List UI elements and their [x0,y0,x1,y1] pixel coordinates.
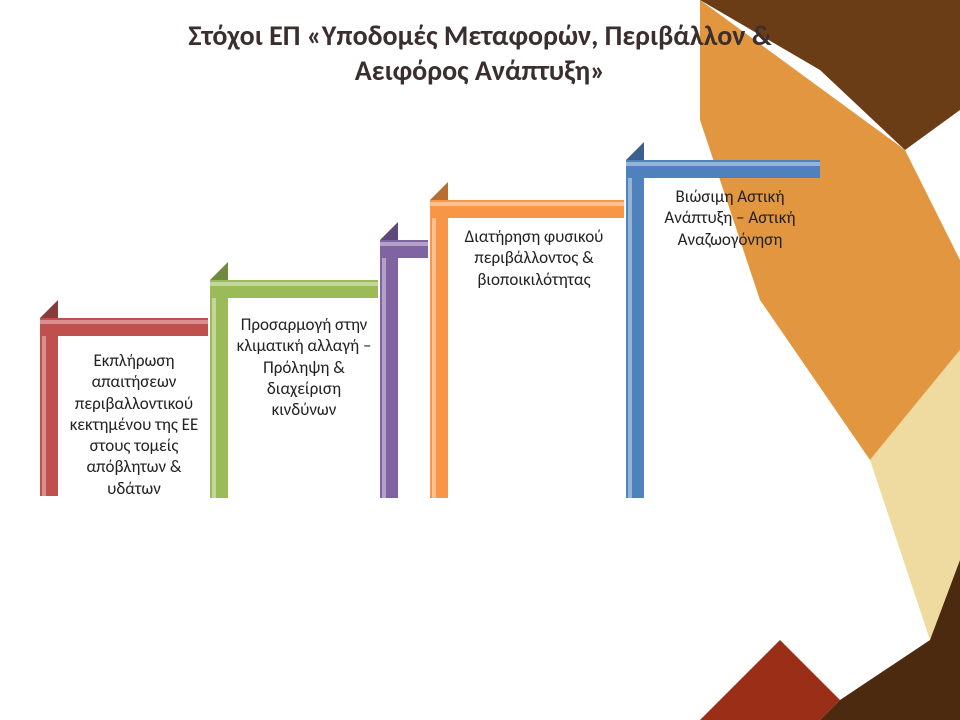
step-diagram: Εκπλήρωση απαιτήσεων περιβαλλοντικού κεκ… [0,0,960,720]
step-2-label: Προσαρμογή στην κλιματική αλλαγή – Πρόλη… [234,314,374,420]
step-5-label: Βιώσιμη Αστική Ανάπτυξη – Αστική Αναζωογ… [650,186,810,250]
step-5: Βιώσιμη Αστική Ανάπτυξη – Αστική Αναζωογ… [626,142,846,507]
step-1-label: Εκπλήρωση απαιτήσεων περιβαλλοντικού κεκ… [64,350,204,499]
step-4-label: Διατήρηση φυσικού περιβάλλοντος & βιοποι… [454,226,614,290]
step-4: Διατήρηση φυσικού περιβάλλοντος & βιοποι… [430,182,650,507]
